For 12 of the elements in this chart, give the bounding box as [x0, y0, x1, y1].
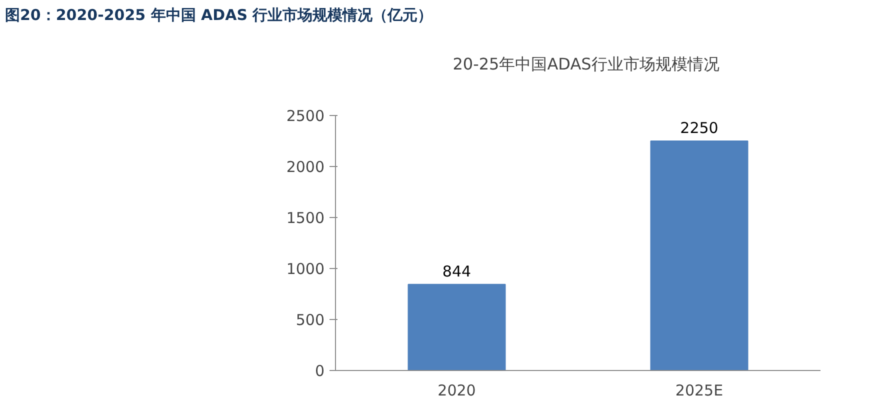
y-tick-label: 500: [296, 311, 325, 329]
text: 20-25年中国ADAS行业市场规模情况: [452, 54, 720, 76]
data-label: 844: [442, 262, 472, 280]
x-tick-label: 2025E: [675, 382, 724, 400]
data-label: 2250: [680, 119, 718, 137]
y-tick-label: 1000: [286, 260, 325, 278]
y-tick-label: 0: [314, 362, 325, 380]
y-tick-label: 2500: [286, 107, 325, 125]
x-tick-label: 2020: [438, 382, 476, 400]
y-tick-label: 2000: [286, 158, 325, 176]
y-tick-label: 1500: [286, 209, 325, 227]
chart-title: 图20：2020-2025 年中国 ADAS 行业市场规模情况（亿元）: [5, 5, 433, 26]
